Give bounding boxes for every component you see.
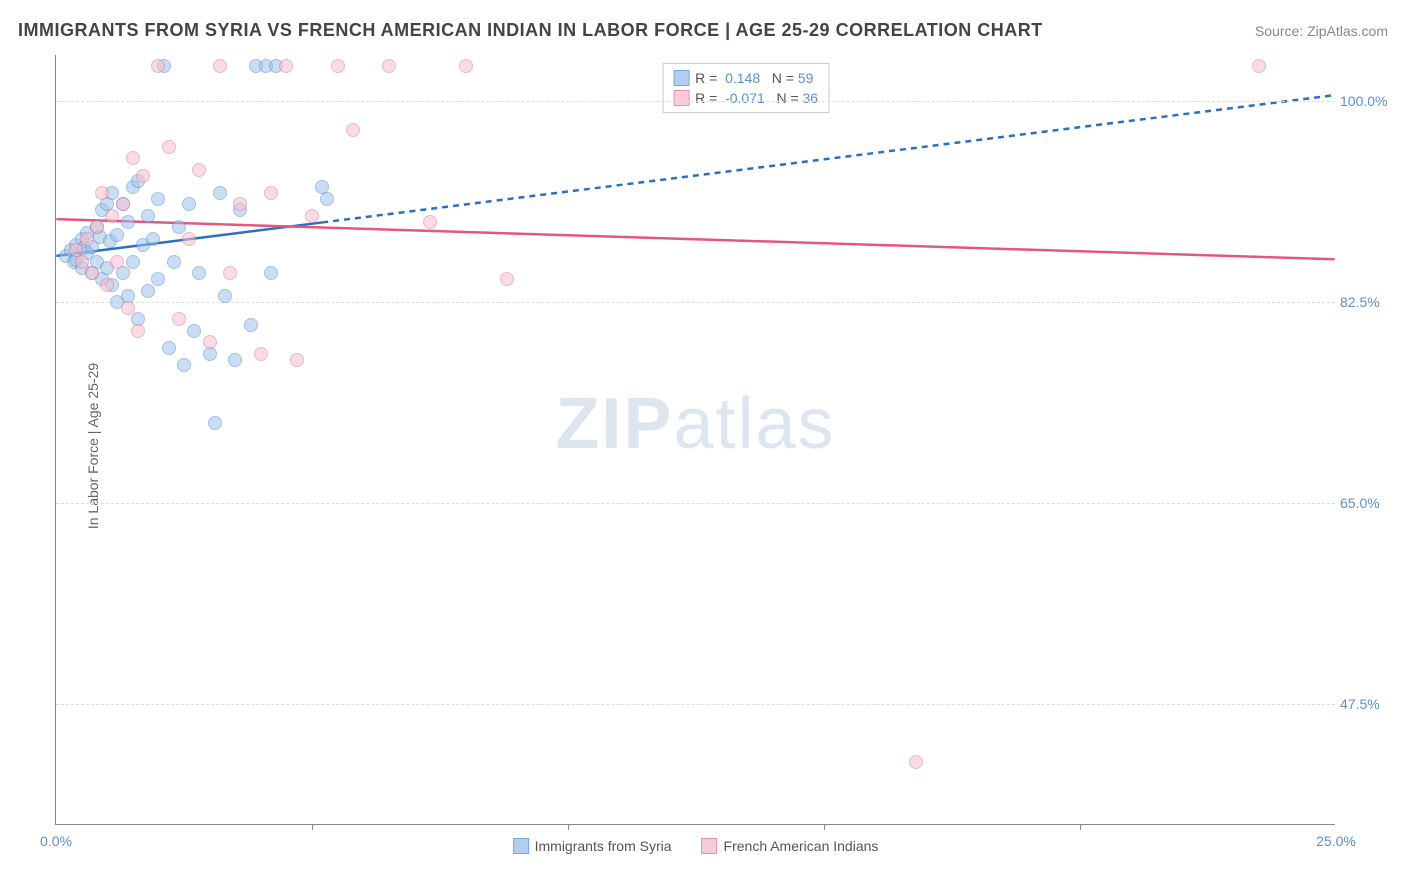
data-point [203,335,217,349]
data-point [141,209,155,223]
data-point [172,312,186,326]
legend-swatch [513,838,529,854]
data-point [151,192,165,206]
data-point [90,220,104,234]
data-point [1252,59,1266,73]
data-point [305,209,319,223]
data-point [172,220,186,234]
data-point [95,186,109,200]
data-point [213,186,227,200]
x-tick-mark [312,824,313,830]
data-point [110,255,124,269]
data-point [331,59,345,73]
data-point [151,59,165,73]
data-point [233,197,247,211]
data-point [167,255,181,269]
data-point [223,266,237,280]
data-point [100,278,114,292]
source-label: Source: ZipAtlas.com [1255,23,1388,39]
trend-lines [56,55,1335,824]
data-point [110,228,124,242]
y-tick-label: 65.0% [1340,495,1395,511]
legend-item: Immigrants from Syria [513,838,672,854]
data-point [346,123,360,137]
data-point [116,197,130,211]
legend-swatch [702,838,718,854]
data-point [459,59,473,73]
legend-label: French American Indians [724,838,879,854]
data-point [121,301,135,315]
data-point [264,186,278,200]
data-point [177,358,191,372]
y-tick-label: 47.5% [1340,696,1395,712]
data-point [909,755,923,769]
data-point [279,59,293,73]
data-point [136,169,150,183]
data-point [213,59,227,73]
data-point [382,59,396,73]
gridline-h [56,503,1335,504]
data-point [182,232,196,246]
data-point [254,347,268,361]
data-point [131,324,145,338]
data-point [85,266,99,280]
data-point [320,192,334,206]
data-point [264,266,278,280]
data-point [187,324,201,338]
data-point [218,289,232,303]
data-point [423,215,437,229]
data-point [151,272,165,286]
legend-row: R = -0.071 N = 36 [673,88,818,108]
data-point [126,151,140,165]
chart-title: IMMIGRANTS FROM SYRIA VS FRENCH AMERICAN… [18,20,1043,41]
x-tick-label: 25.0% [1316,833,1356,849]
data-point [126,255,140,269]
legend-swatch [673,90,689,106]
x-tick-mark [1080,824,1081,830]
legend-swatch [673,70,689,86]
data-point [146,232,160,246]
data-point [141,284,155,298]
data-point [162,140,176,154]
data-point [121,215,135,229]
data-point [162,341,176,355]
legend-item: French American Indians [702,838,879,854]
legend-row: R = 0.148 N = 59 [673,68,818,88]
y-tick-label: 82.5% [1340,294,1395,310]
series-legend: Immigrants from Syria French American Ind… [513,838,879,854]
data-point [75,255,89,269]
gridline-h [56,101,1335,102]
legend-stats: R = 0.148 N = 59 [695,70,813,86]
legend-stats: R = -0.071 N = 36 [695,90,818,106]
data-point [290,353,304,367]
y-tick-label: 100.0% [1340,93,1395,109]
gridline-h [56,704,1335,705]
data-point [208,416,222,430]
data-point [192,163,206,177]
data-point [80,232,94,246]
x-tick-label: 0.0% [40,833,72,849]
correlation-legend: R = 0.148 N = 59 R = -0.071 N = 36 [662,63,829,113]
data-point [192,266,206,280]
gridline-h [56,302,1335,303]
data-point [182,197,196,211]
x-tick-mark [824,824,825,830]
data-point [105,209,119,223]
data-point [500,272,514,286]
legend-label: Immigrants from Syria [535,838,672,854]
chart-area: ZIPatlas R = 0.148 N = 59 R = -0.071 N = … [55,55,1335,825]
watermark: ZIPatlas [555,383,835,465]
data-point [228,353,242,367]
x-tick-mark [568,824,569,830]
data-point [244,318,258,332]
